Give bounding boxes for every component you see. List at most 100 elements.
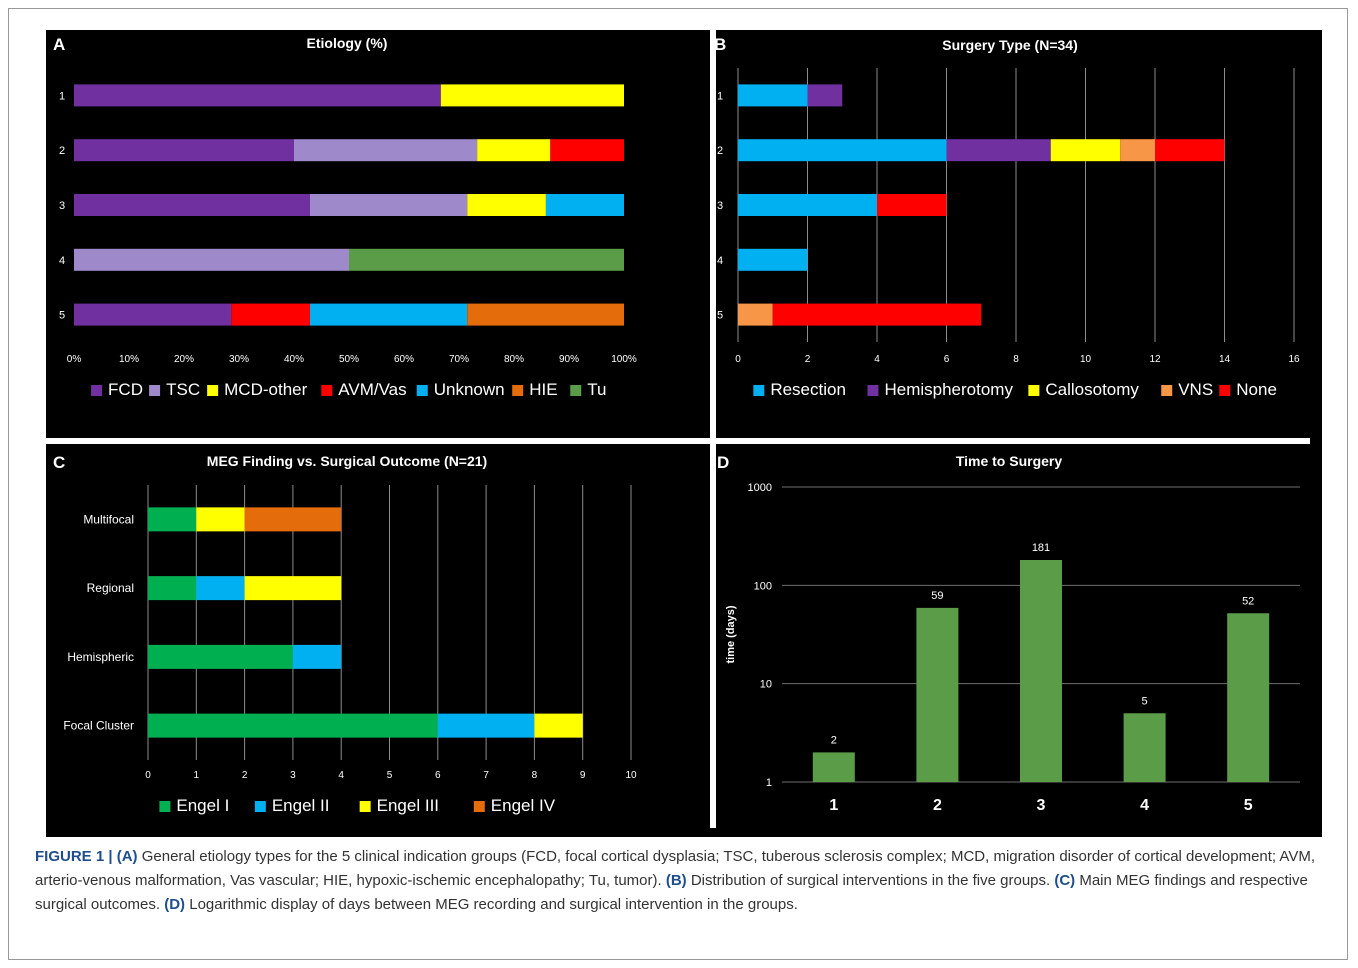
bar-segment bbox=[74, 139, 294, 162]
category-label: 3 bbox=[717, 200, 723, 212]
x-tick-label: 4 bbox=[874, 354, 880, 365]
bar-segment bbox=[807, 84, 843, 107]
x-tick-label: 2 bbox=[242, 770, 248, 781]
bar-segment bbox=[148, 576, 197, 601]
legend-entry: Engel II bbox=[272, 796, 330, 815]
bar-segment bbox=[877, 194, 947, 216]
x-tick-label: 14 bbox=[1219, 354, 1231, 365]
legend-entry: VNS bbox=[1178, 380, 1213, 399]
caption-b-tag: (B) bbox=[665, 872, 687, 889]
legend-entry: Engel III bbox=[377, 796, 439, 815]
category-label: 5 bbox=[717, 310, 723, 322]
category-label: 1 bbox=[59, 90, 65, 102]
y-tick-label: 100 bbox=[754, 580, 772, 592]
panel-letter: D bbox=[717, 453, 729, 472]
x-tick-label: 10% bbox=[119, 354, 139, 365]
bar-segment bbox=[196, 576, 245, 601]
x-tick-label: 6 bbox=[944, 354, 950, 365]
category-label: 5 bbox=[59, 310, 65, 322]
bar-segment bbox=[738, 84, 808, 107]
legend-entry: Tu bbox=[587, 380, 606, 399]
category-label: 3 bbox=[1037, 797, 1046, 814]
x-tick-label: 1 bbox=[194, 770, 200, 781]
bar-segment bbox=[74, 194, 310, 216]
bar bbox=[1123, 713, 1166, 782]
legend-entry: Engel I bbox=[176, 796, 229, 815]
bar-segment bbox=[738, 194, 877, 216]
legend-swatch bbox=[91, 385, 103, 396]
bar-segment bbox=[545, 194, 624, 216]
bar-segment bbox=[738, 303, 773, 326]
legend-entry: Callosotomy bbox=[1045, 380, 1139, 399]
legend-swatch bbox=[254, 801, 266, 812]
caption-d-tag: (D) bbox=[164, 896, 186, 913]
chart-area bbox=[46, 30, 1322, 837]
caption-figure-label: FIGURE 1 | bbox=[35, 848, 113, 865]
panel-letter: C bbox=[53, 453, 65, 472]
bar-segment bbox=[74, 248, 349, 271]
category-label: Regional bbox=[87, 581, 134, 595]
category-label: 1 bbox=[829, 797, 838, 814]
x-tick-label: 6 bbox=[435, 770, 441, 781]
category-label: 4 bbox=[59, 255, 65, 267]
x-tick-label: 20% bbox=[174, 354, 194, 365]
bar-segment bbox=[349, 248, 624, 271]
chart-title: Surgery Type (N=34) bbox=[942, 37, 1078, 53]
legend-entry: TSC bbox=[166, 380, 200, 399]
bar bbox=[916, 607, 959, 782]
bar-segment bbox=[244, 507, 342, 532]
x-tick-label: 10 bbox=[625, 770, 637, 781]
legend-swatch bbox=[159, 801, 171, 812]
y-tick-label: 10 bbox=[760, 679, 772, 691]
bar-segment bbox=[309, 303, 468, 326]
legend-swatch bbox=[149, 385, 161, 396]
bar-segment bbox=[244, 576, 342, 601]
bar-segment bbox=[309, 194, 468, 216]
legend-entry: FCD bbox=[108, 380, 143, 399]
bar-segment bbox=[1050, 139, 1121, 162]
x-tick-label: 3 bbox=[290, 770, 296, 781]
bar-segment bbox=[231, 303, 310, 326]
legend-entry: Hemispherotomy bbox=[884, 380, 1013, 399]
panel-divider-horizontal bbox=[46, 438, 1310, 444]
bar-segment bbox=[292, 644, 342, 669]
category-label: Focal Cluster bbox=[63, 719, 134, 733]
x-tick-label: 7 bbox=[483, 770, 489, 781]
category-label: Hemispheric bbox=[67, 650, 134, 664]
category-label: 1 bbox=[717, 90, 723, 102]
x-tick-label: 9 bbox=[580, 770, 586, 781]
legend-entry: MCD-other bbox=[224, 380, 307, 399]
panel-a-etiology-chart: A Etiology (%) 0% 10% 20% 30% 40% 50% 60% 70% 80% 9… bbox=[53, 35, 637, 399]
x-tick-label: 16 bbox=[1288, 354, 1300, 365]
bar-segment bbox=[294, 139, 478, 162]
bar-segment bbox=[1120, 139, 1155, 162]
category-label: 3 bbox=[59, 200, 65, 212]
x-tick-label: 8 bbox=[1013, 354, 1019, 365]
bar-segment bbox=[148, 507, 197, 532]
legend-swatch bbox=[867, 385, 879, 396]
y-axis-label: time (days) bbox=[725, 605, 737, 663]
legend-entry: None bbox=[1236, 380, 1277, 399]
x-tick-label: 70% bbox=[449, 354, 469, 365]
bar bbox=[1227, 613, 1270, 782]
bar bbox=[812, 752, 855, 782]
x-tick-label: 0 bbox=[735, 354, 741, 365]
legend-entry: HIE bbox=[529, 380, 557, 399]
x-tick-label: 50% bbox=[339, 354, 359, 365]
x-tick-label: 90% bbox=[559, 354, 579, 365]
bar-segment bbox=[738, 248, 808, 271]
bar-segment bbox=[534, 713, 583, 738]
caption-a-text: General etiology types for the 5 clinica… bbox=[35, 848, 1315, 889]
legend-swatch bbox=[473, 801, 485, 812]
data-label: 59 bbox=[931, 590, 943, 602]
panel-divider-vertical bbox=[710, 28, 716, 828]
bar-segment bbox=[74, 84, 441, 107]
x-tick-label: 4 bbox=[338, 770, 344, 781]
legend-entry: Resection bbox=[770, 380, 846, 399]
data-label: 181 bbox=[1032, 542, 1050, 554]
bar-segment bbox=[550, 139, 624, 162]
bar-segment bbox=[772, 303, 982, 326]
category-label: 2 bbox=[59, 145, 65, 157]
legend-entry: Unknown bbox=[434, 380, 505, 399]
bar-segment bbox=[467, 303, 624, 326]
